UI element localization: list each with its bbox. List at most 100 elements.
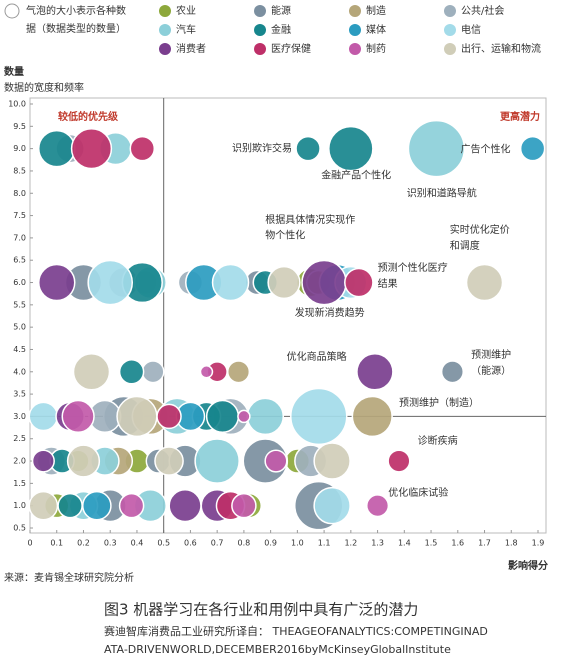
x-tick-label: 0.6 [184, 539, 197, 548]
bubble [82, 490, 112, 521]
bubble [211, 263, 250, 302]
bubble [87, 259, 134, 306]
x-tick-label: 1.1 [318, 539, 331, 548]
annotation: 优化临床试验 [388, 486, 448, 499]
bubble [313, 442, 351, 480]
y-tick-label: 5.5 [13, 300, 26, 309]
legend-swatch [159, 43, 171, 55]
bubble [141, 360, 165, 384]
x-tick-label: 1.9 [532, 539, 545, 548]
y-tick-label: 0.5 [13, 524, 26, 533]
x-axis-title: 影响得分 [508, 559, 548, 572]
bubble [118, 359, 145, 385]
y-tick-label: 8.0 [13, 189, 26, 198]
annotation: 优化商品策略 [287, 350, 347, 363]
bubble [37, 263, 76, 302]
legend-swatch [349, 24, 361, 36]
bubble [301, 259, 347, 306]
y-tick-label: 4.5 [13, 345, 26, 354]
x-tick-label: 0.4 [131, 539, 144, 548]
annotation: 识别欺诈交易 [232, 142, 292, 155]
bubble [237, 409, 251, 424]
y-axis-subtitle: 数据的宽度和频率 [4, 81, 84, 94]
x-tick-label: 0.7 [211, 539, 224, 548]
annotation: 金融产品个性化 [321, 168, 391, 181]
bubble [28, 401, 59, 432]
legend-swatch [349, 43, 361, 55]
y-tick-label: 9.5 [13, 122, 26, 131]
x-tick-label: 1.3 [371, 539, 384, 548]
x-tick-label: 0.8 [238, 539, 251, 548]
y-tick-label: 6.5 [13, 256, 26, 265]
legend-swatch [159, 24, 171, 36]
y-tick-label: 1.0 [13, 501, 26, 510]
x-tick-label: 0.1 [50, 539, 63, 548]
legend-swatch [254, 24, 266, 36]
bubble [61, 399, 95, 434]
y-axis-title: 数量 [4, 65, 24, 78]
legend-swatch [444, 5, 456, 17]
legend-label: 能源 [271, 4, 291, 17]
quadrant-label: 较低的优先级 [58, 110, 119, 123]
annotation: （能源） [471, 364, 511, 377]
bubble [72, 353, 111, 391]
bubble [290, 387, 348, 446]
bubble [267, 265, 301, 300]
plot-frame [29, 97, 547, 534]
bubble [351, 395, 393, 438]
legend-swatch [254, 43, 266, 55]
bubble [519, 135, 546, 162]
annotation: 和调度 [450, 239, 480, 252]
bubble [168, 489, 202, 523]
x-tick-label: 1.2 [344, 539, 357, 548]
y-tick-label: 7.5 [13, 211, 26, 220]
source: 来源：麦肯锡全球研究院分析 [4, 571, 134, 584]
bubble [194, 438, 240, 484]
quadrant-label: 更高潜力 [500, 110, 540, 123]
legend-label: 制药 [366, 42, 386, 55]
x-tick-label: 0.5 [157, 539, 170, 548]
y-tick-label: 7.0 [13, 233, 26, 242]
y-tick-label: 2.5 [13, 434, 26, 443]
legend-swatch [444, 43, 456, 55]
bubble [465, 263, 504, 302]
bubble [407, 119, 466, 178]
y-tick-label: 4.0 [13, 367, 26, 376]
annotation: 诊断疾病 [418, 434, 458, 447]
bubble [440, 360, 465, 384]
bubble [66, 444, 101, 478]
y-tick-label: 9.0 [13, 144, 26, 153]
x-tick-label: 0.9 [264, 539, 277, 548]
legend-label: 消费者 [176, 42, 206, 55]
bubble [295, 135, 321, 162]
legend-swatch [254, 5, 266, 17]
x-tick-label: 0 [27, 539, 32, 548]
x-tick-label: 1.8 [505, 539, 518, 548]
y-tick-label: 8.5 [13, 166, 26, 175]
annotation: 预测个性化医疗 [378, 261, 448, 274]
legend-label: 金融 [271, 23, 291, 36]
bubble [344, 267, 374, 298]
annotation: 结果 [378, 277, 398, 290]
x-tick-label: 1.0 [291, 539, 304, 548]
annotation: 预测维护（制造） [399, 396, 479, 409]
bubble [264, 449, 288, 473]
bubble [205, 399, 240, 434]
legend-title: 气泡的大小表示各种数 [26, 4, 126, 17]
bubble [118, 492, 145, 519]
legend-label: 农业 [176, 4, 196, 17]
legend-swatch [159, 5, 171, 17]
legend-label: 医疗保健 [271, 42, 311, 55]
annotation: 物个性化 [265, 229, 305, 242]
bubble [28, 490, 59, 521]
bubble [387, 449, 411, 473]
legend-size-icon [4, 3, 20, 19]
bubble [328, 125, 374, 172]
bubble [156, 403, 182, 430]
annotation: 预测维护 [471, 348, 511, 361]
y-tick-label: 6.0 [13, 278, 26, 287]
annotation: 发现新消费趋势 [295, 306, 365, 319]
legend-label: 媒体 [366, 24, 386, 36]
bubble [129, 135, 156, 162]
